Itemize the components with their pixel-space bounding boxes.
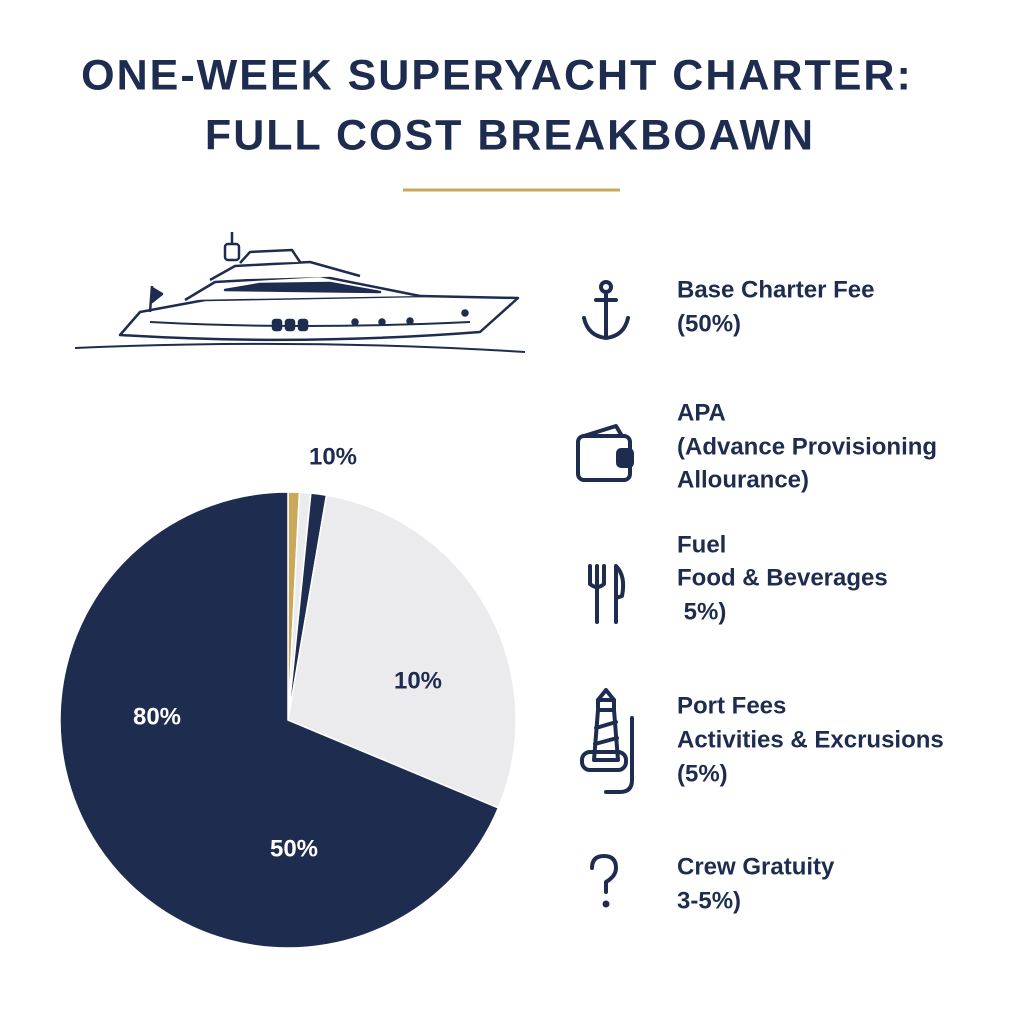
legend-text: Fuel <box>677 531 726 558</box>
pie-annotation: 10% <box>309 443 357 470</box>
pie <box>59 491 517 949</box>
legend-text: Base Charter Fee <box>677 276 874 303</box>
anchor-icon <box>582 280 630 340</box>
chart-title: FULL COST BREAKBOAWN <box>205 111 815 159</box>
legend-text: APA <box>677 399 726 426</box>
wallet-icon <box>576 424 634 482</box>
legend-text: 3-5%) <box>677 887 741 914</box>
pie-annotation: 10% <box>394 667 442 694</box>
legend-text: (Advance Provisioning <box>677 433 937 460</box>
yacht-illustration <box>74 232 526 353</box>
legend-text: Food & Beverages <box>677 564 888 591</box>
pie-slice <box>287 494 517 809</box>
cutlery-icon <box>588 564 626 624</box>
pie-slice <box>59 491 500 949</box>
legend-text: Port Fees <box>677 692 786 719</box>
pie-annotation: 80% <box>133 703 181 730</box>
legend-text: Crew Gratuity <box>677 853 835 880</box>
lighthouse-snorkel-icon <box>580 688 634 794</box>
pie-annotation: 50% <box>270 835 318 862</box>
legend-text: (50%) <box>677 310 741 337</box>
legend-text: (5%) <box>677 760 728 787</box>
chart-title: ONE-WEEK SUPERYACHT CHARTER: <box>81 51 913 99</box>
question-icon <box>590 854 618 908</box>
legend-text: 5%) <box>677 598 726 625</box>
legend-text: Activities & Excrusions <box>677 726 944 753</box>
legend-text: Allourance) <box>677 466 809 493</box>
